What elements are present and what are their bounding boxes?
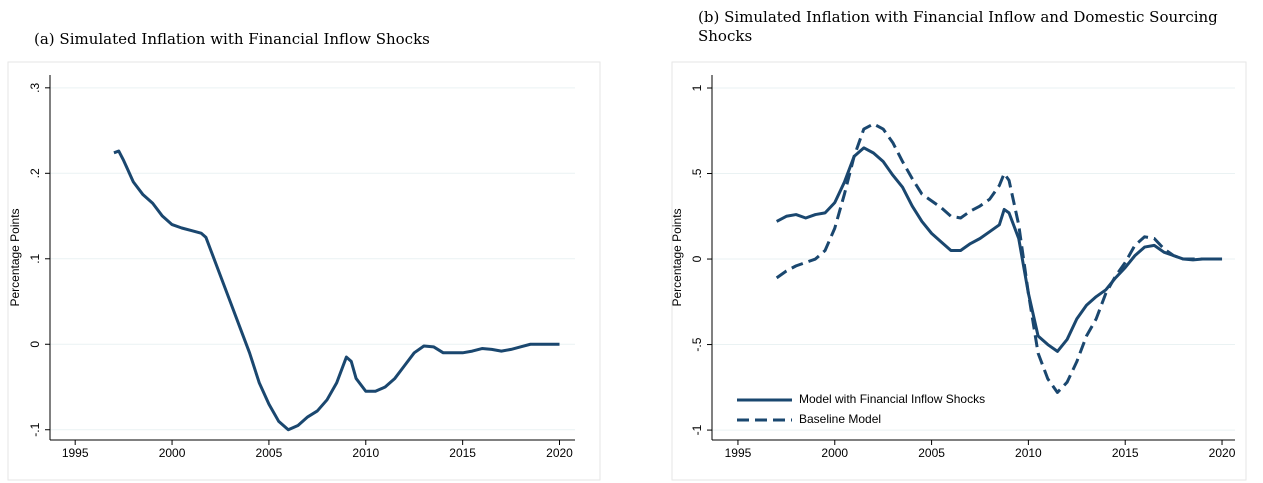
panel-title: (b) Simulated Inflation with Financial I…: [698, 8, 1218, 45]
legend-label: Baseline Model: [799, 412, 881, 426]
y-tick-label: 0: [690, 255, 704, 262]
panel-title: (a) Simulated Inflation with Financial I…: [34, 30, 430, 48]
x-tick-label: 2000: [821, 446, 848, 460]
x-tick-label: 2005: [918, 446, 945, 460]
y-axis-label: Percentage Points: [670, 208, 684, 306]
y-tick-label: -.5: [690, 337, 704, 351]
y-tick-label: 1: [690, 84, 704, 91]
series-line: [113, 149, 560, 432]
x-tick-label: 2020: [546, 446, 573, 460]
y-tick-label: .2: [28, 168, 42, 178]
x-tick-label: 2010: [352, 446, 379, 460]
y-tick-label: .3: [28, 82, 42, 92]
y-tick-label: -.1: [28, 422, 42, 436]
legend-label: Model with Financial Inflow Shocks: [799, 392, 985, 406]
series-line: [775, 122, 1223, 394]
y-tick-label: .5: [690, 168, 704, 178]
x-tick-label: 2015: [1112, 446, 1139, 460]
y-tick-label: 0: [28, 341, 42, 348]
x-tick-label: 2005: [256, 446, 283, 460]
x-tick-label: 2015: [449, 446, 476, 460]
panel-frame: [671, 61, 1247, 481]
panel-frame: [7, 61, 601, 481]
x-tick-label: 2010: [1015, 446, 1042, 460]
x-tick-label: 1995: [725, 446, 752, 460]
x-tick-label: 2020: [1209, 446, 1236, 460]
x-tick-label: 1995: [62, 446, 89, 460]
y-tick-label: .1: [28, 253, 42, 263]
x-tick-label: 2000: [159, 446, 186, 460]
y-axis-label: Percentage Points: [8, 208, 22, 306]
series-line: [775, 146, 1223, 353]
y-tick-label: -1: [690, 424, 704, 435]
